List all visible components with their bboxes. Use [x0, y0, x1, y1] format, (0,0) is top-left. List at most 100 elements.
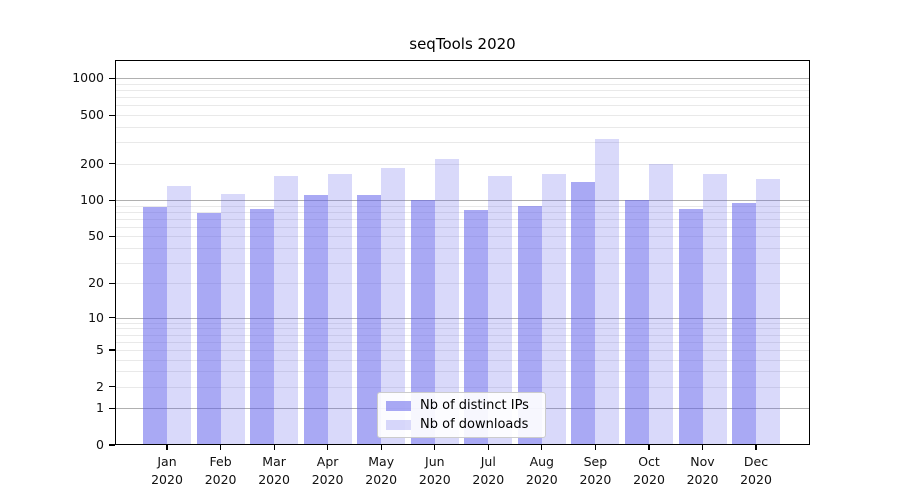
y-tick-20 [109, 282, 115, 285]
gridline-major-100 [115, 200, 810, 202]
bar-distinct-ips-feb [196, 213, 221, 445]
x-tick-label-year-aug: 2020 [525, 471, 558, 487]
y-tick-label-10: 10 [88, 309, 104, 325]
gridline-minor-90 [115, 205, 810, 207]
x-tick-label-month-aug: Aug [529, 454, 554, 469]
x-tick-label-year-jul: 2020 [472, 471, 505, 487]
y-tick-label-100: 100 [80, 192, 104, 208]
x-tick-sep [594, 445, 597, 450]
chart-title: seqTools 2020 [409, 35, 516, 53]
x-tick-label-year-oct: 2020 [633, 471, 665, 487]
gridline-minor-4 [115, 359, 810, 361]
x-tick-mar [273, 445, 275, 450]
y-tick-label-200: 200 [80, 155, 104, 171]
gridline-minor-700 [115, 97, 810, 99]
gridline-minor-9 [115, 322, 810, 324]
gridline-minor-30 [115, 262, 810, 264]
y-tick-50 [109, 235, 115, 237]
y-tick-10 [109, 317, 115, 319]
bar-downloads-jan [167, 185, 191, 445]
x-tick-label-feb: Feb 2020 [189, 453, 253, 488]
gridline-minor-80 [115, 211, 810, 213]
x-tick-label-month-mar: Mar [262, 454, 286, 469]
x-tick-label-month-nov: Nov [690, 454, 715, 469]
legend-label-downloads: Nb of downloads [420, 417, 529, 432]
y-tick-500 [109, 114, 115, 116]
bar-downloads-dec [756, 179, 780, 445]
bar-distinct-ips-jan [143, 206, 167, 445]
x-tick-aug [541, 445, 543, 450]
bar-downloads-apr [327, 174, 352, 445]
bar-downloads-sep [595, 139, 620, 445]
y-tick-1 [109, 407, 115, 409]
x-tick-label-jul: Jul 2020 [456, 453, 520, 488]
gridline-minor-300 [115, 142, 810, 144]
gridline-minor-6 [115, 341, 810, 343]
x-tick-label-month-jun: Jun [425, 454, 445, 469]
x-tick-label-year-sep: 2020 [579, 471, 612, 487]
x-tick-label-month-jul: Jul [480, 454, 496, 469]
gridline-major-1000 [115, 78, 810, 80]
x-tick-nov [701, 445, 704, 450]
gridline-minor-400 [115, 126, 810, 128]
gridline-minor-2 [115, 386, 810, 388]
gridline-minor-3 [115, 371, 810, 373]
x-tick-label-nov: Nov 2020 [671, 453, 735, 488]
x-tick-label-oct: Oct 2020 [617, 453, 681, 488]
x-tick-label-year-feb: 2020 [204, 471, 237, 487]
gridline-minor-60 [115, 226, 810, 228]
x-tick-label-month-dec: Dec [743, 454, 769, 469]
x-tick-label-apr: Apr 2020 [296, 453, 360, 488]
bar-distinct-ips-dec [732, 202, 756, 445]
x-tick-oct [648, 445, 650, 450]
y-tick-label-20: 20 [88, 275, 104, 291]
y-tick-label-1: 1 [96, 400, 104, 416]
gridline-minor-8 [115, 328, 810, 330]
y-tick-label-50: 50 [88, 228, 104, 244]
x-tick-dec [755, 445, 757, 450]
x-tick-label-jan: Jan 2020 [135, 453, 199, 488]
gridline-minor-70 [115, 218, 810, 220]
x-tick-label-year-apr: 2020 [311, 471, 344, 487]
legend-label-distinct-ips: Nb of distinct IPs [420, 398, 529, 413]
legend-item-downloads: Nb of downloads [386, 417, 545, 432]
x-tick-label-month-apr: Apr [316, 454, 339, 469]
gridline-minor-50 [115, 236, 810, 238]
x-tick-label-year-dec: 2020 [740, 471, 772, 487]
bar-distinct-ips-sep [571, 182, 596, 445]
bar-distinct-ips-oct [625, 199, 649, 445]
x-tick-jul [487, 445, 489, 450]
gridline-minor-7 [115, 334, 810, 336]
legend-swatch-distinct-ips-icon [386, 400, 411, 411]
y-tick-0 [109, 444, 115, 446]
x-tick-label-year-mar: 2020 [258, 471, 290, 487]
legend-item-distinct-ips: Nb of distinct IPs [386, 398, 545, 413]
x-tick-label-aug: Aug 2020 [510, 453, 574, 488]
x-tick-feb [220, 445, 222, 450]
gridline-major-10 [115, 317, 810, 319]
gridline-minor-5 [115, 349, 810, 351]
legend: Nb of distinct IPs Nb of downloads [377, 392, 546, 438]
y-tick-100 [109, 199, 115, 201]
gridline-minor-40 [115, 247, 810, 249]
x-tick-jan [166, 445, 168, 450]
y-tick-label-1000: 1000 [72, 70, 104, 86]
bar-downloads-nov [702, 174, 727, 445]
gridline-minor-600 [115, 105, 810, 107]
x-tick-label-month-jan: Jan [157, 454, 177, 469]
bar-distinct-ips-apr [303, 195, 328, 445]
x-tick-label-month-may: May [368, 454, 395, 469]
plot-area [115, 60, 810, 445]
y-tick-label-2: 2 [96, 378, 104, 394]
y-tick-200 [109, 162, 115, 165]
gridline-minor-20 [115, 283, 810, 285]
gridline-minor-200 [115, 163, 810, 165]
x-tick-apr [327, 445, 329, 450]
bar-downloads-feb [220, 194, 245, 445]
gridline-minor-900 [115, 83, 810, 85]
y-tick-5 [109, 349, 115, 351]
x-tick-label-year-nov: 2020 [686, 471, 719, 487]
x-tick-label-jun: Jun 2020 [403, 453, 467, 488]
x-tick-label-year-may: 2020 [365, 471, 398, 487]
